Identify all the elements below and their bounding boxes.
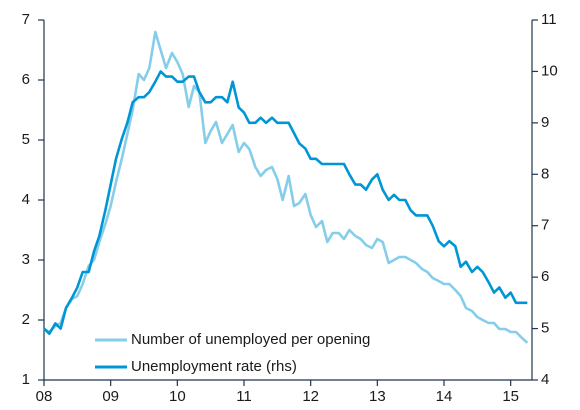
- x-tick-label: 08: [36, 388, 53, 405]
- x-tick-label: 10: [169, 388, 186, 405]
- x-tick-label: 12: [302, 388, 319, 405]
- series-line: [43, 70, 528, 336]
- y2-tick-label: 7: [541, 217, 549, 234]
- x-tick-label: 14: [436, 388, 453, 405]
- legend-background: [91, 327, 486, 377]
- x-tick-label: 15: [502, 388, 519, 405]
- y-tick-label: 6: [22, 71, 30, 88]
- y2-tick-label: 6: [541, 268, 549, 285]
- y-tick-label: 1: [22, 371, 30, 388]
- y2-tick-label: 8: [541, 165, 549, 182]
- legend-label: Number of unemployed per opening: [131, 331, 370, 348]
- y-tick-label: 7: [22, 11, 30, 28]
- x-tick-label: 09: [102, 388, 119, 405]
- y2-tick-label: 5: [541, 320, 549, 337]
- series-line: [43, 30, 529, 344]
- y2-tick-label: 9: [541, 114, 549, 131]
- y-tick-label: 4: [22, 191, 30, 208]
- y-tick-label: 5: [22, 131, 30, 148]
- x-tick-label: 11: [236, 388, 252, 405]
- y2-tick-label: 10: [541, 62, 558, 79]
- x-tick-label: 13: [369, 388, 386, 405]
- y-tick-label: 2: [22, 311, 30, 328]
- y2-tick-label: 4: [541, 371, 549, 388]
- y2-tick-label: 11: [541, 11, 557, 28]
- y-tick-label: 3: [22, 251, 30, 268]
- legend-label: Unemployment rate (rhs): [131, 358, 297, 375]
